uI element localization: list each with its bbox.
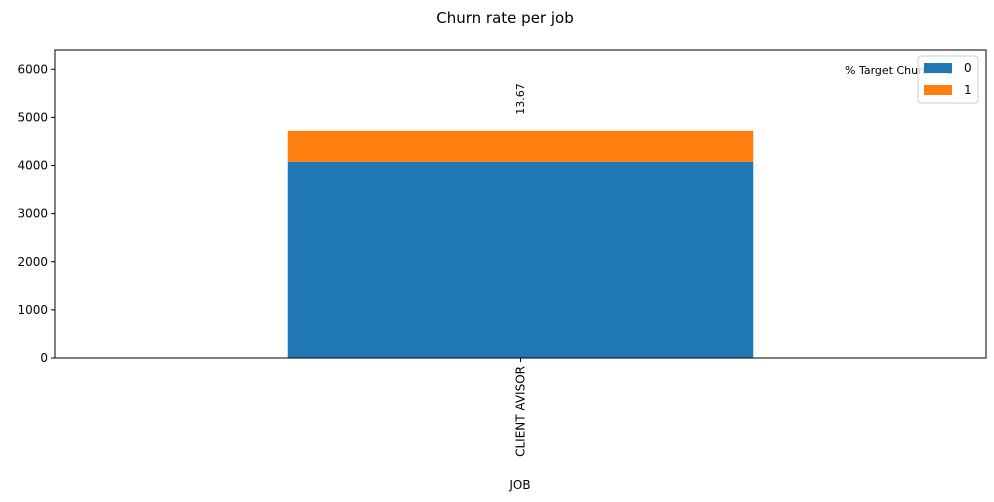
x-axis-label: JOB — [508, 478, 530, 492]
y-tick-label-3000: 3000 — [17, 207, 48, 221]
x-axis: CLIENT AVISOR — [514, 358, 528, 457]
y-tick-label-0: 0 — [40, 351, 48, 365]
y-tick-label-5000: 5000 — [17, 110, 48, 124]
bar-1-0 — [287, 130, 754, 162]
legend: 0 1 — [917, 55, 979, 104]
legend-label-0: 0 — [964, 61, 972, 75]
plot-area — [54, 49, 987, 359]
legend-swatch-1 — [924, 85, 952, 95]
y-tick-label-2000: 2000 — [17, 255, 48, 269]
y-axis: 0 1000 2000 3000 4000 5000 6000 — [17, 62, 55, 365]
legend-swatch-0 — [924, 63, 952, 73]
y-tick-label-1000: 1000 — [17, 303, 48, 317]
y-tick-label-6000: 6000 — [17, 62, 48, 76]
chart-title: Churn rate per job — [436, 9, 573, 27]
legend-label-1: 1 — [964, 83, 972, 97]
x-tick-label-0: CLIENT AVISOR — [514, 366, 528, 457]
bar-0-0 — [287, 161, 754, 358]
y-tick-label-4000: 4000 — [17, 159, 48, 173]
bar-value-label: 13.67 — [514, 83, 527, 115]
